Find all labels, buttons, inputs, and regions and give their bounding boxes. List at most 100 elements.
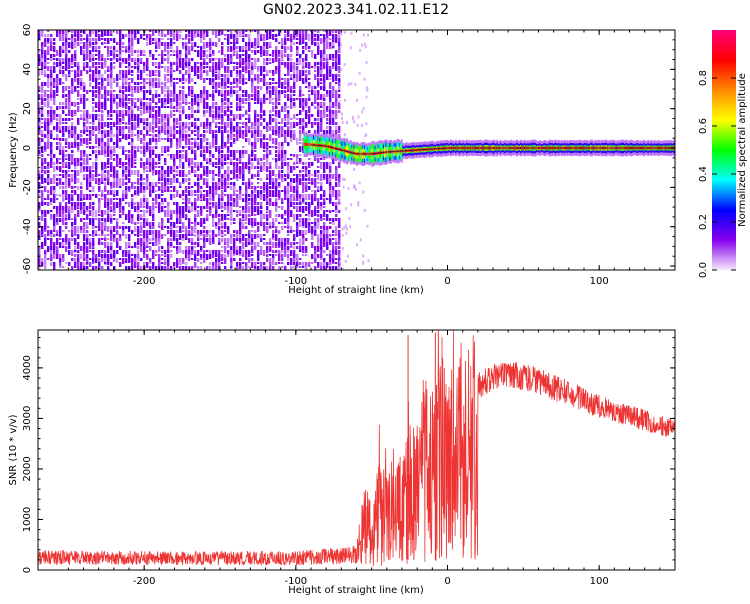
spectrogram-cell xyxy=(329,234,332,237)
spectrogram-cell xyxy=(212,194,215,199)
spectrogram-cell xyxy=(149,134,152,136)
spectrogram-cell xyxy=(290,230,293,233)
spectrogram-cell xyxy=(332,74,335,81)
spectrogram-cell xyxy=(167,78,170,83)
spectrogram-cell xyxy=(74,262,77,266)
spectrogram-cell xyxy=(308,86,311,89)
spectrogram-cell xyxy=(56,86,59,93)
spectrogram-cell xyxy=(104,70,107,74)
spectrogram-cell xyxy=(164,234,167,236)
spectrogram-cell xyxy=(50,130,53,136)
spectrogram-cell xyxy=(47,34,50,37)
spectrogram-cell xyxy=(206,110,209,113)
spectrogram-cell xyxy=(89,262,92,267)
spectrogram-cell xyxy=(338,94,341,98)
spectrogram-cell xyxy=(206,102,209,106)
spectrogram-cell xyxy=(323,230,326,234)
spectrogram-cell xyxy=(332,262,335,264)
spectrogram-cell xyxy=(263,146,266,149)
spectrogram-cell xyxy=(143,198,146,203)
spectrogram-cell xyxy=(203,154,206,161)
spectrogram-cell xyxy=(323,194,326,197)
spectrogram-cell xyxy=(206,234,209,237)
spectrogram-cell xyxy=(41,62,44,69)
spectrogram-cell xyxy=(146,166,149,169)
spectrogram-cell xyxy=(98,118,101,125)
spectrogram-cell xyxy=(107,218,110,222)
spectrogram-cell xyxy=(44,62,47,69)
spectrogram-cell xyxy=(257,74,260,80)
spectrogram-cell xyxy=(137,226,140,233)
spectrogram-cell xyxy=(152,134,155,140)
spectrogram-cell xyxy=(254,118,257,124)
spectrogram-cell xyxy=(161,218,164,222)
spectrogram-cell xyxy=(275,162,278,169)
spectrogram-cell xyxy=(263,166,266,171)
spectrogram-cell xyxy=(305,102,308,106)
spectrogram-cell xyxy=(323,218,326,220)
spectrogram-cell xyxy=(293,90,296,93)
spectrogram-cell xyxy=(320,86,323,90)
spectrogram-cell xyxy=(299,126,302,129)
spectrogram-cell xyxy=(317,210,320,213)
spectrogram-cell xyxy=(65,114,68,116)
spectrogram-cell xyxy=(98,214,101,216)
spectrogram-cell xyxy=(101,258,104,262)
spectrogram-cell xyxy=(221,114,224,121)
spectrogram-cell xyxy=(113,238,116,242)
spectrogram-cell xyxy=(59,254,62,258)
spectrogram-cell xyxy=(296,122,299,126)
spectrogram-cell xyxy=(236,78,239,85)
spectrogram-cell xyxy=(170,46,173,49)
spectrogram-cell xyxy=(107,158,110,165)
spectrogram-cell xyxy=(335,66,338,71)
spectrogram-cell xyxy=(38,62,41,66)
spectrogram-cell xyxy=(329,186,332,191)
spectrogram-cell xyxy=(212,90,215,94)
spectrogram-cell xyxy=(278,246,281,248)
spectrogram-cell xyxy=(191,106,194,113)
spectrogram-cell xyxy=(203,50,206,57)
spectrogram-cell xyxy=(338,246,341,249)
spectrogram-cell xyxy=(164,146,167,152)
spectrogram-cell xyxy=(173,30,176,36)
spectrogram-cell xyxy=(236,38,239,42)
spectrogram-cell xyxy=(296,242,299,244)
spectrogram-cell xyxy=(143,134,146,138)
spectrogram-cell xyxy=(365,122,368,126)
spectrogram-cell xyxy=(62,58,65,62)
spectrogram-cell xyxy=(281,246,284,250)
spectrogram-cell xyxy=(62,30,65,34)
spectrogram-cell xyxy=(254,126,257,131)
spectrogram-cell xyxy=(320,194,323,199)
spectrogram-cell xyxy=(251,78,254,82)
spectrogram-cell xyxy=(242,58,245,64)
spectrogram-cell xyxy=(332,190,335,197)
spectrogram-cell xyxy=(101,230,104,235)
spectrogram-cell xyxy=(59,146,62,153)
spectrogram-cell xyxy=(89,142,92,144)
spectrogram-cell xyxy=(272,118,275,122)
spectrogram-cell xyxy=(293,254,296,261)
spectrogram-cell xyxy=(200,210,203,215)
spectrogram-cell xyxy=(38,230,41,236)
spectrogram-cell xyxy=(149,154,152,159)
spectrogram-cell xyxy=(38,30,41,34)
spectrogram-cell xyxy=(158,254,161,259)
spectrogram-cell xyxy=(215,134,218,140)
spectrogram-cell xyxy=(92,114,95,119)
spectrogram-cell xyxy=(209,114,212,117)
spectrogram-cell xyxy=(116,170,119,174)
spectrogram-cell xyxy=(281,134,284,137)
spectrogram-cell xyxy=(248,266,251,268)
spectrogram-cell xyxy=(146,38,149,41)
spectrogram-cell xyxy=(155,50,158,52)
spectrogram-cell xyxy=(50,110,53,117)
spectrogram-cell xyxy=(95,230,98,236)
spectrogram-cell xyxy=(257,182,260,184)
spectrogram-cell xyxy=(119,214,122,218)
spectrogram-cell xyxy=(329,226,332,229)
spectrogram-cell xyxy=(179,34,182,39)
spectrogram-cell xyxy=(269,174,272,180)
spectrogram-cell xyxy=(257,162,260,165)
